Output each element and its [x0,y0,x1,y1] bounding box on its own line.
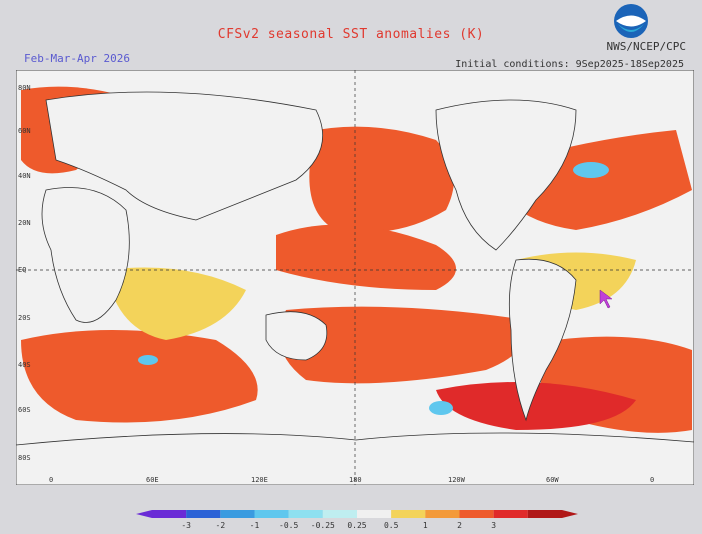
lat-label: 80N [18,84,31,92]
lon-label: 120W [448,476,466,484]
colorbar-tick-label: -0.5 [279,521,298,530]
map-title: CFSv2 seasonal SST anomalies (K) [217,27,485,42]
colorbar-swatch [186,510,221,518]
colorbar-tick-label: 0.5 [384,521,399,530]
colorbar-swatch [322,510,357,518]
colorbar: -3 -2 -1 -0.5 -0.25 0.25 0.5 1 2 3 [136,510,578,530]
forecast-period: Feb-Mar-Apr 2026 [24,52,130,65]
sst-anomaly-map: 80N 60N 40N 20N EQ 20S 40S 60S 80S 0 60E… [16,70,694,485]
lat-label: 40N [18,172,31,180]
continents [16,91,694,485]
colorbar-tick-label: 0.25 [347,521,366,530]
lat-label: 20S [18,314,31,322]
anomaly-south-atlantic-band [436,382,636,430]
colorbar-arrow-left [136,510,152,518]
lon-label: 60E [146,476,159,484]
colorbar-tick-label: -0.25 [311,521,335,530]
continent-africa [41,187,130,323]
lat-label: 60S [18,406,31,414]
logo-bird [616,15,646,27]
continent-north-america [435,99,577,251]
anomaly-central-pacific [276,224,456,290]
lon-label: 180 [349,476,362,484]
anomaly-southern-indian-cool [138,355,158,365]
anomaly-north-atlantic-cool [573,162,609,178]
colorbar-swatch [459,510,494,518]
lat-label: EQ [18,266,26,274]
colorbar-swatch [288,510,323,518]
lat-label: 80S [18,454,31,462]
colorbar-swatch [357,510,392,518]
lat-label: 40S [18,361,31,369]
latitude-labels: 80N 60N 40N 20N EQ 20S 40S 60S 80S [18,84,31,462]
mouse-cursor [599,289,613,309]
continent-eurasia [45,91,323,221]
anomaly-south-pacific [279,306,528,384]
colorbar-swatches [136,510,578,518]
longitude-labels: 0 60E 120E 180 120W 60W 0 [49,476,654,484]
cool-anomaly-fields [138,162,609,415]
lat-label: 20N [18,219,31,227]
colorbar-tick-label: 3 [491,521,496,530]
continent-antarctica [16,432,694,485]
lon-label: 60W [546,476,559,484]
lon-label: 120E [251,476,268,484]
logo-wave [618,24,644,32]
colorbar-swatch [254,510,289,518]
colorbar-swatch [493,510,528,518]
anomaly-south-pacific-cool [429,401,453,415]
colorbar-tick-label: -1 [250,521,260,530]
colorbar-swatch [152,510,187,518]
colorbar-tick-label: -2 [216,521,226,530]
anomaly-southern-ocean-west [21,330,258,423]
colorbar-tick-label: -3 [181,521,191,530]
lon-label: 0 [49,476,53,484]
continent-australia [265,311,328,361]
continent-south-america [508,258,577,422]
initial-conditions: Initial conditions: 9Sep2025-18Sep2025 [455,59,684,70]
anomaly-indian-ocean [106,267,246,340]
colorbar-swatch [527,510,562,518]
lat-label: 60N [18,127,31,135]
colorbar-tick-label: 2 [457,521,462,530]
agency-label: NWS/NCEP/CPC [606,40,686,53]
colorbar-swatch [220,510,255,518]
noaa-logo [614,4,648,38]
colorbar-ticks: -3 -2 -1 -0.5 -0.25 0.25 0.5 1 2 3 [181,521,496,530]
colorbar-tick-label: 1 [423,521,428,530]
colorbar-swatch [391,510,426,518]
colorbar-swatch [425,510,460,518]
lon-label: 0 [650,476,654,484]
anomaly-north-pacific [309,126,454,233]
colorbar-arrow-right [562,510,578,518]
